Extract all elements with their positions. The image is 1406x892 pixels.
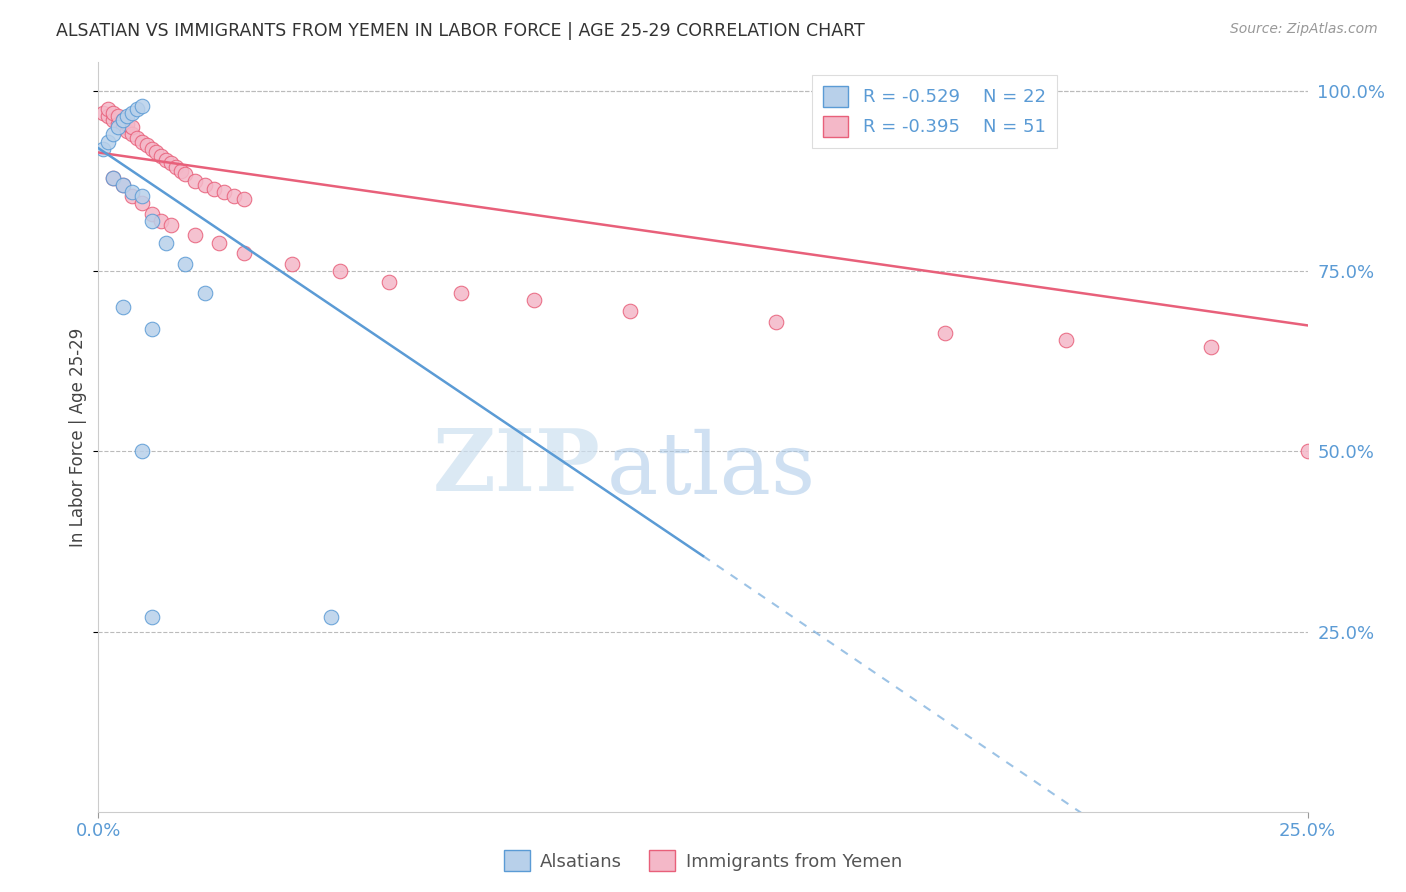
Point	[97, 135, 120, 149]
Point	[174, 257, 197, 271]
Point	[141, 322, 163, 336]
Text: atlas: atlas	[606, 429, 815, 512]
Point	[232, 246, 254, 260]
Point	[1054, 333, 1077, 347]
Point	[111, 120, 134, 135]
Point	[141, 142, 163, 156]
Point	[208, 235, 231, 250]
Point	[117, 117, 139, 131]
Point	[1296, 444, 1319, 458]
Point	[155, 235, 177, 250]
Point	[127, 131, 149, 145]
Point	[174, 167, 197, 181]
Point	[135, 138, 157, 153]
Point	[121, 128, 143, 142]
Point	[131, 188, 153, 202]
Point	[1199, 340, 1222, 354]
Point	[127, 103, 149, 117]
Point	[101, 128, 124, 142]
Point	[160, 218, 183, 232]
Point	[141, 214, 163, 228]
Point	[131, 444, 153, 458]
Legend: Alsatians, Immigrants from Yemen: Alsatians, Immigrants from Yemen	[496, 843, 910, 879]
Point	[121, 120, 143, 135]
Point	[377, 275, 399, 289]
Point	[194, 178, 217, 192]
Point	[111, 301, 134, 315]
Point	[91, 142, 114, 156]
Point	[765, 315, 787, 329]
Point	[121, 106, 143, 120]
Point	[184, 228, 207, 243]
Text: ZIP: ZIP	[433, 425, 600, 509]
Point	[101, 170, 124, 185]
Point	[450, 285, 472, 300]
Text: ALSATIAN VS IMMIGRANTS FROM YEMEN IN LABOR FORCE | AGE 25-29 CORRELATION CHART: ALSATIAN VS IMMIGRANTS FROM YEMEN IN LAB…	[56, 22, 865, 40]
Point	[155, 153, 177, 167]
Point	[97, 103, 120, 117]
Point	[117, 124, 139, 138]
Point	[523, 293, 546, 308]
Point	[101, 106, 124, 120]
Point	[165, 160, 187, 174]
Text: Source: ZipAtlas.com: Source: ZipAtlas.com	[1230, 22, 1378, 37]
Point	[141, 207, 163, 221]
Point	[619, 304, 641, 318]
Point	[91, 106, 114, 120]
Point	[101, 113, 124, 128]
Point	[111, 113, 134, 128]
Point	[131, 196, 153, 211]
Point	[111, 113, 134, 128]
Point	[121, 185, 143, 199]
Point	[107, 110, 129, 124]
Point	[131, 135, 153, 149]
Point	[194, 285, 217, 300]
Point	[141, 610, 163, 624]
Legend: R = -0.529    N = 22, R = -0.395    N = 51: R = -0.529 N = 22, R = -0.395 N = 51	[813, 75, 1057, 147]
Point	[329, 264, 352, 278]
Point	[160, 156, 183, 170]
Point	[131, 98, 153, 112]
Point	[111, 178, 134, 192]
Point	[319, 610, 342, 624]
Point	[150, 214, 173, 228]
Point	[281, 257, 304, 271]
Y-axis label: In Labor Force | Age 25-29: In Labor Force | Age 25-29	[69, 327, 87, 547]
Point	[169, 163, 191, 178]
Point	[107, 117, 129, 131]
Point	[212, 185, 235, 199]
Point	[145, 145, 167, 160]
Point	[184, 174, 207, 188]
Point	[934, 326, 956, 340]
Point	[204, 181, 226, 195]
Point	[107, 120, 129, 135]
Point	[121, 188, 143, 202]
Point	[222, 188, 245, 202]
Point	[117, 110, 139, 124]
Point	[101, 170, 124, 185]
Point	[150, 149, 173, 163]
Point	[111, 178, 134, 192]
Point	[97, 110, 120, 124]
Point	[232, 192, 254, 206]
